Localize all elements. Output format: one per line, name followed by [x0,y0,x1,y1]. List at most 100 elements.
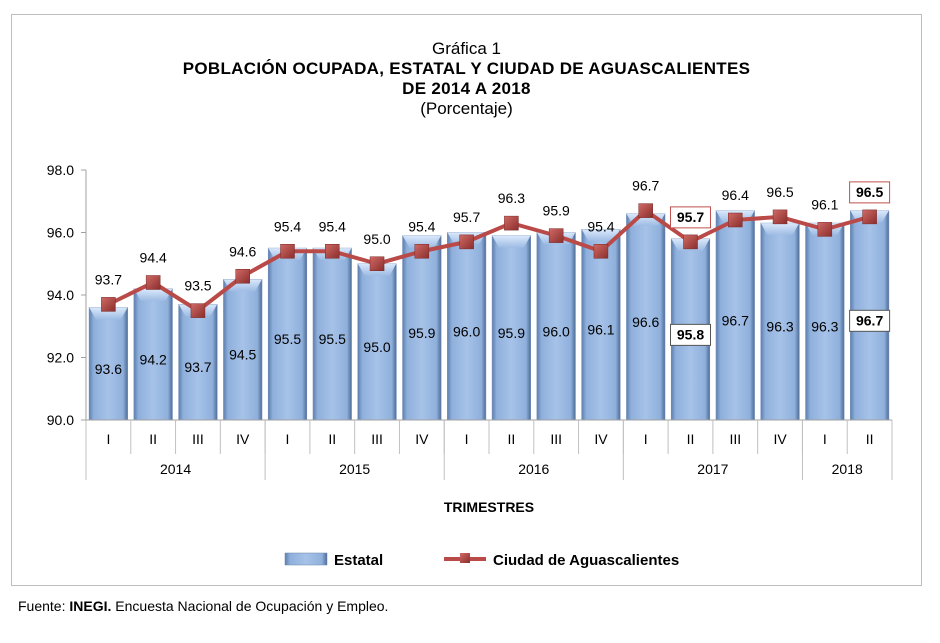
source-note: Fuente: INEGI. Encuesta Nacional de Ocup… [18,598,388,614]
x-tick-label: I [286,431,290,447]
data-label-estatal: 96.7 [856,312,883,328]
x-tick-label: II [149,431,157,447]
bar-body [178,304,218,421]
y-tick-label: 96.0 [47,225,74,241]
marker-ciudad [325,244,340,259]
legend-label-ciudad: Ciudad de Aguascalientes [493,552,679,569]
marker-ciudad [235,269,250,284]
chart-title-block: Gráfica 1 POBLACIÓN OCUPADA, ESTATAL Y C… [12,39,921,119]
data-label-estatal: 95.9 [498,325,525,341]
bar-estatal [491,235,531,421]
marker-ciudad [862,209,877,225]
data-label-estatal: 96.6 [632,314,659,330]
x-tick-label: II [866,431,874,447]
marker-ciudad [414,244,430,259]
x-tick-label: I [644,431,648,447]
marker-ciudad [504,215,519,231]
x-tick-label: I [465,431,469,447]
line-ciudad [107,208,871,313]
y-tick-label: 98.0 [47,162,74,178]
x-axis-title: TRIMESTRES [444,499,534,515]
bar-bevel [402,235,442,248]
data-label-estatal: 96.7 [722,312,749,328]
data-label-ciudad: 96.3 [498,190,525,206]
data-label-estatal: 95.9 [408,325,435,341]
label-box-ciudad [670,206,711,229]
x-tick-label: II [507,431,515,447]
data-label-estatal: 96.3 [766,319,793,335]
chart-subtitle: (Porcentaje) [420,99,513,118]
x-tick-label: III [371,431,383,447]
bar-body [760,222,800,421]
bar-body [536,232,576,421]
source-prefix: Fuente: [18,598,70,614]
x-tick-label: II [328,431,336,447]
data-label-ciudad: 95.7 [677,209,704,225]
x-tick-label: IV [415,431,429,447]
bar-body [581,229,621,421]
year-label: 2017 [697,461,728,477]
bar-bevel [492,235,531,248]
data-label-ciudad: 94.4 [140,250,167,266]
bar-estatal [133,288,173,421]
legend: Estatal Ciudad de Aguascalientes [284,552,679,569]
x-tick-label: IV [236,431,250,447]
data-label-estatal: 93.6 [95,361,122,377]
x-tick-label: II [687,431,695,447]
bar-estatal [402,235,442,421]
y-tick-label: 92.0 [47,350,74,366]
legend-marker-ciudad [460,553,470,563]
marker-ciudad [548,228,564,243]
marker-ciudad [459,234,474,250]
data-label-ciudad: 96.5 [766,184,793,200]
data-label-ciudad: 96.5 [856,184,883,200]
marker-ciudad [145,275,161,290]
chart-title-line2: DE 2014 A 2018 [402,79,531,98]
y-tick-label: 94.0 [47,287,74,303]
bar-estatal [447,232,487,421]
bar-body [402,235,442,421]
data-label-estatal: 93.7 [184,359,211,375]
year-label: 2018 [832,461,863,477]
marker-ciudad [638,203,653,218]
bar-body [491,235,531,421]
label-box-estatal [670,323,711,346]
data-label-ciudad: 95.4 [274,218,301,234]
data-label-ciudad: 96.1 [811,196,838,212]
data-label-ciudad: 96.4 [722,187,749,203]
data-label-ciudad: 93.7 [95,271,122,287]
marker-ciudad [369,256,385,271]
bar-body [88,307,128,421]
data-label-ciudad: 95.9 [543,203,570,219]
chart-number: Gráfica 1 [432,39,501,58]
legend-label-estatal: Estatal [334,552,383,569]
bar-body [805,222,845,421]
year-label: 2016 [518,461,549,477]
marker-ciudad [101,297,116,312]
source-text: Encuesta Nacional de Ocupación y Empleo. [111,598,389,614]
bar-body [447,232,487,421]
marker-ciudad [817,222,833,237]
bar-estatal [581,229,621,421]
year-label: 2015 [339,461,370,477]
bar-body [312,247,352,421]
data-label-estatal: 96.0 [453,323,480,339]
label-box-estatal [849,309,891,332]
data-label-estatal: 96.1 [587,322,614,338]
x-tick-label: III [729,431,741,447]
marker-ciudad [280,244,295,259]
data-label-ciudad: 93.5 [184,278,211,294]
marker-ciudad [683,234,698,250]
marker-ciudad [190,303,206,318]
bar-body [626,213,666,421]
x-tick-label: IV [773,431,787,447]
chart-title: POBLACIÓN OCUPADA, ESTATAL Y CIUDAD DE A… [182,59,751,78]
bar-estatal [805,222,845,421]
bar-estatal [536,232,576,421]
bar-body [357,263,397,421]
data-label-ciudad: 95.4 [587,218,614,234]
x-tick-label: III [550,431,562,447]
bar-bevel [89,307,128,320]
bar-bevel [581,229,621,242]
